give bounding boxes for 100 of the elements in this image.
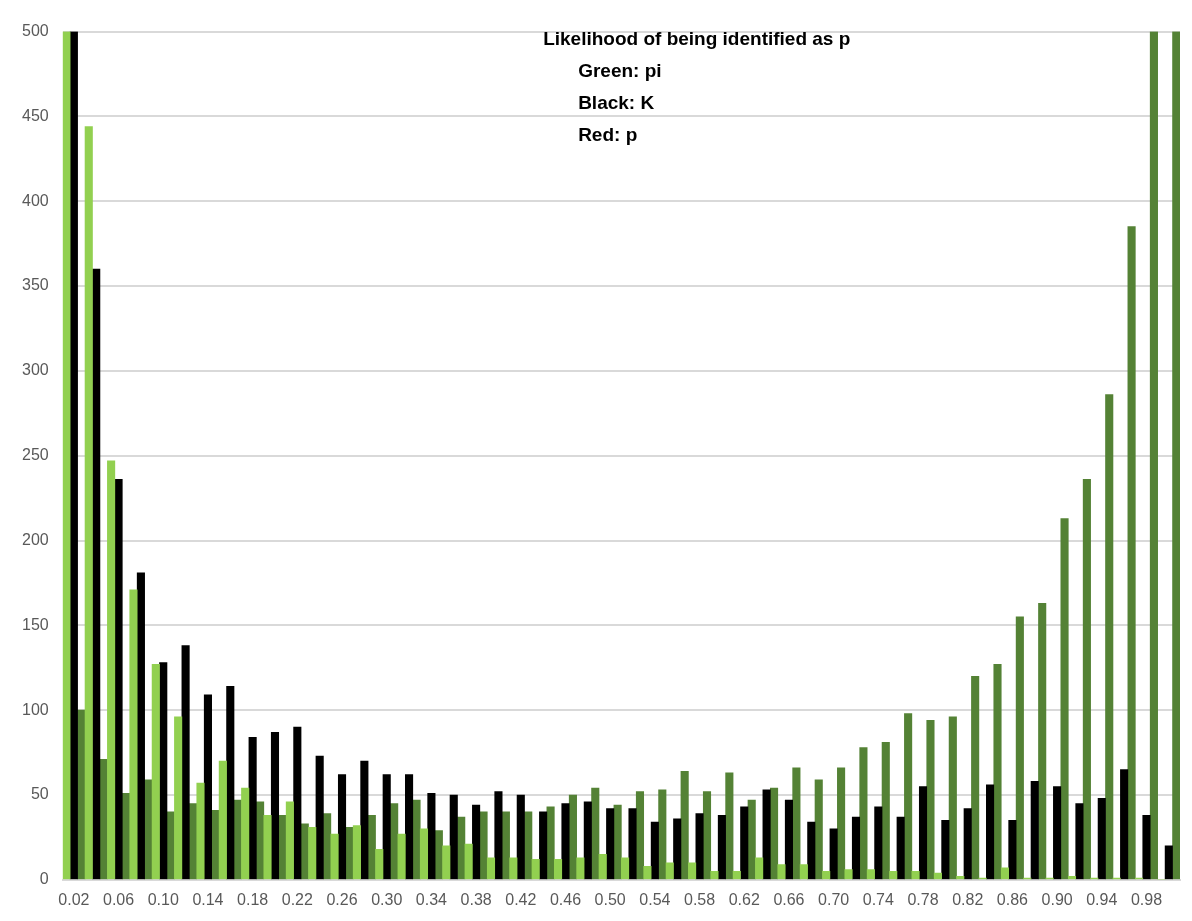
x-tick-label: 0.26 <box>326 890 358 908</box>
x-tick-label: 0.06 <box>102 890 135 908</box>
bar <box>963 808 972 880</box>
bar <box>680 770 689 880</box>
bar <box>285 801 294 880</box>
bar <box>673 818 682 880</box>
x-tick-label: 0.74 <box>862 890 894 908</box>
bar <box>1142 815 1151 880</box>
x-tick-label: 0.42 <box>505 890 537 908</box>
bar <box>181 645 190 880</box>
bar <box>896 816 905 880</box>
bar <box>114 479 123 880</box>
bar <box>1172 31 1180 880</box>
bar <box>1082 479 1091 880</box>
x-tick-label: 0.90 <box>1041 890 1073 908</box>
bar <box>501 811 510 880</box>
y-tick-label: 350 <box>21 276 49 294</box>
bar <box>382 774 391 880</box>
bar <box>986 784 995 880</box>
y-tick-label: 100 <box>21 700 49 718</box>
bar <box>479 811 488 880</box>
bar <box>449 794 458 880</box>
bar <box>881 742 890 880</box>
x-tick-label: 0.78 <box>907 890 939 908</box>
bar <box>546 806 555 880</box>
bar <box>621 857 630 880</box>
bar <box>859 747 868 880</box>
bar <box>293 726 302 880</box>
bar <box>710 870 719 880</box>
bar <box>539 811 548 880</box>
bar <box>226 686 235 880</box>
bar <box>270 731 280 880</box>
bar <box>1030 781 1039 880</box>
bar <box>650 821 659 880</box>
bar <box>606 808 615 880</box>
bar <box>822 870 831 880</box>
x-tick-label: 0.50 <box>594 890 626 908</box>
bar <box>174 716 183 880</box>
bar <box>397 833 406 880</box>
bar <box>918 786 928 880</box>
bar <box>1105 394 1114 880</box>
bar <box>360 760 369 880</box>
x-tick-label: 0.54 <box>639 890 671 908</box>
x-tick-label: 0.46 <box>549 890 582 908</box>
bar <box>472 804 481 880</box>
bar <box>69 31 78 880</box>
bar <box>62 31 71 880</box>
y-tick-label: 0 <box>39 870 49 888</box>
bar <box>412 799 421 880</box>
x-tick-label: 0.58 <box>683 890 716 908</box>
chart-title: Likelihood of being identified as p <box>543 27 851 49</box>
bar <box>941 820 950 880</box>
bar <box>717 815 726 880</box>
x-tick-label: 0.02 <box>58 890 90 908</box>
x-tick-label: 0.34 <box>415 890 448 908</box>
bar <box>196 782 205 880</box>
x-tick-label: 0.70 <box>818 890 850 908</box>
x-tick-label: 0.22 <box>281 890 313 908</box>
bar <box>330 833 339 880</box>
y-tick-label: 150 <box>21 615 49 633</box>
bar <box>241 787 250 880</box>
y-tick-label: 450 <box>21 106 49 124</box>
bar <box>464 843 473 880</box>
x-tick-label: 0.18 <box>237 890 269 908</box>
bar <box>405 774 414 880</box>
bar <box>442 845 451 880</box>
bar <box>1120 769 1129 880</box>
bar <box>665 862 674 880</box>
bar <box>203 694 212 880</box>
bar <box>598 854 607 880</box>
bar <box>904 713 913 880</box>
bar <box>1149 31 1158 880</box>
bar <box>740 806 749 880</box>
bar <box>874 806 883 880</box>
bar <box>583 801 592 880</box>
x-tick-label: 0.66 <box>773 890 805 908</box>
bar <box>799 864 808 880</box>
bar <box>688 862 697 880</box>
bar <box>1008 820 1017 880</box>
bar <box>725 772 734 880</box>
bar <box>84 126 93 880</box>
bar <box>956 876 965 880</box>
y-tick-label: 250 <box>21 446 49 464</box>
bar <box>367 815 376 880</box>
bar <box>315 755 324 880</box>
bar <box>971 675 980 880</box>
bar <box>755 857 764 880</box>
bar <box>218 760 227 880</box>
bar <box>762 789 771 880</box>
bar <box>613 804 622 880</box>
bar <box>308 826 317 880</box>
bar <box>1000 867 1010 880</box>
bar <box>1075 803 1084 880</box>
bar <box>375 848 384 880</box>
bar <box>695 813 704 880</box>
bar <box>1097 798 1106 880</box>
bar <box>1015 616 1024 880</box>
bar <box>1053 786 1062 880</box>
annotation: Black: K <box>578 91 655 113</box>
x-tick-label: 0.94 <box>1086 890 1118 908</box>
